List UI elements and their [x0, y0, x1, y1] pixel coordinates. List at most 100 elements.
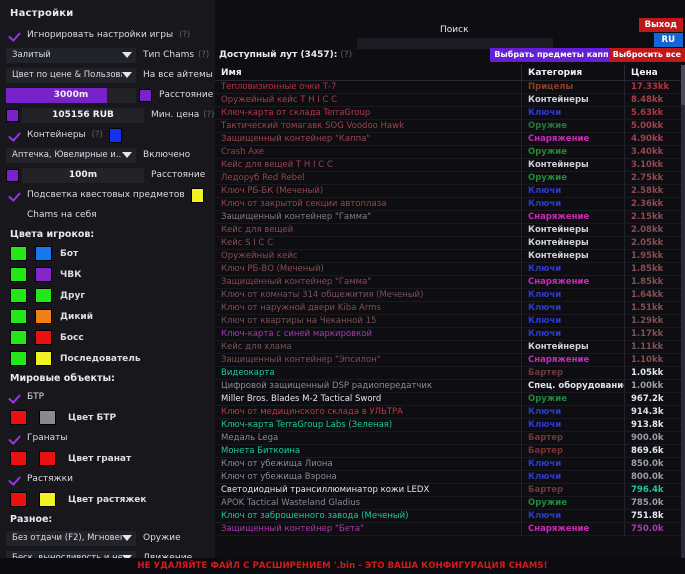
chevron-down-icon[interactable]: [122, 52, 132, 58]
column-header-price[interactable]: Цена: [631, 67, 658, 78]
table-row[interactable]: Crash Axe Оружие 3.40kk: [215, 145, 685, 159]
player-color-row[interactable]: Бот: [0, 243, 215, 264]
color-swatch-visible[interactable]: [10, 246, 27, 261]
grenade-color-row[interactable]: Цвет гранат: [0, 448, 215, 469]
column-header-category[interactable]: Категория: [522, 64, 625, 81]
checkbox-icon[interactable]: [10, 210, 21, 221]
toggle-ignore-game-settings[interactable]: Игнорировать настройки игры (?): [0, 25, 215, 45]
table-row[interactable]: Защищенный контейнер "Гамма" Снаряжение 2.…: [215, 210, 685, 224]
color-swatch-entity[interactable]: [35, 309, 52, 324]
toggle-tripwires[interactable]: Растяжки: [0, 469, 215, 489]
table-row[interactable]: Тепловизионные очки Т-7 Прицелы 17.33kk: [215, 80, 685, 94]
tripwire-color-row[interactable]: Цвет растяжек: [0, 489, 215, 510]
checkbox-icon[interactable]: [10, 190, 21, 201]
player-color-row[interactable]: Последователь: [0, 348, 215, 369]
color-swatch-object[interactable]: [39, 451, 56, 466]
color-swatch-entity[interactable]: [35, 288, 52, 303]
table-row[interactable]: Кейс для хлама Контейнеры 1.11kk: [215, 340, 685, 354]
color-swatch-visible[interactable]: [10, 288, 27, 303]
table-row[interactable]: Защищенный контейнер "Каппа" Снаряжение 4.…: [215, 132, 685, 146]
toggle-quest-item-highlight[interactable]: Подсветка квестовых предметов: [0, 185, 215, 205]
checkbox-icon[interactable]: [10, 30, 21, 41]
drop-all-button[interactable]: Выбросить все: [608, 48, 685, 62]
slider-control[interactable]: 100m: [22, 167, 144, 183]
table-row[interactable]: Кейс для вещей Контейнеры 2.08kk: [215, 223, 685, 237]
table-row[interactable]: Miller Bros. Blades M-2 Tactical Sword Ор…: [215, 392, 685, 406]
table-row[interactable]: Видеокарта Бартер 1.05kk: [215, 366, 685, 380]
help-icon[interactable]: (?): [340, 50, 353, 60]
dropdown-control[interactable]: Аптечка, Ювелирные и...: [6, 147, 136, 163]
exit-button[interactable]: Выход: [638, 18, 683, 32]
color-swatch-visible[interactable]: [10, 267, 27, 282]
checkbox-icon[interactable]: [10, 433, 21, 444]
player-color-row[interactable]: Босс: [0, 327, 215, 348]
table-row[interactable]: Кейс для вещей Т Н I C C Контейнеры 3.10kk: [215, 158, 685, 172]
color-swatch[interactable]: [139, 88, 152, 102]
table-row[interactable]: Ключ-карта от склада TerraGroup Ключи 5.63…: [215, 106, 685, 120]
scrollbar[interactable]: [681, 65, 685, 558]
table-row[interactable]: Ключ-карта с синей маркировкой Ключи 1.17k…: [215, 327, 685, 341]
dropdown-chams-type[interactable]: Залитый Тип Chams (?): [0, 45, 215, 65]
color-swatch[interactable]: [6, 168, 19, 182]
color-swatch-object[interactable]: [39, 410, 56, 425]
select-kappa-items-button[interactable]: Выбрать предметы каппа: [490, 48, 618, 62]
table-row[interactable]: Ключ от комнаты 314 общежития (Меченый) К…: [215, 288, 685, 302]
table-row[interactable]: Цифровой защищенный DSP радиопередатчик С…: [215, 379, 685, 393]
slider-distance-items[interactable]: 3000m Расстояние: [0, 85, 215, 105]
table-row[interactable]: Светодиодный трансиллюминатор кожи LEDX Б…: [215, 483, 685, 497]
slider-control[interactable]: 3000m: [6, 87, 136, 103]
table-row[interactable]: Медаль Lega Бартер 900.0k: [215, 431, 685, 445]
checkbox-icon[interactable]: [10, 392, 21, 403]
btr-color-row[interactable]: Цвет БТР: [0, 407, 215, 428]
slider-distance-containers[interactable]: 100m Расстояние: [0, 165, 215, 185]
chevron-down-icon[interactable]: [122, 535, 132, 541]
table-row[interactable]: Ключ от наружной двери Kiba Arms Ключи 1.5…: [215, 301, 685, 315]
table-row[interactable]: Ключ от медицинского склада в УЛЬТРА Ключ…: [215, 405, 685, 419]
dropdown-all-items[interactable]: Цвет по цене & Пользователи На все айтем…: [0, 65, 215, 85]
toggle-chams-self[interactable]: Chams на себя: [0, 205, 215, 225]
table-row[interactable]: Ключ-карта TerraGroup Labs (Зеленая) Ключ…: [215, 418, 685, 432]
table-row[interactable]: Оружейный кейс Т Н I C C Контейнеры 8.48kk: [215, 93, 685, 107]
color-swatch-visible[interactable]: [10, 410, 27, 425]
color-swatch[interactable]: [6, 108, 19, 122]
color-swatch-visible[interactable]: [10, 309, 27, 324]
dropdown-control[interactable]: Цвет по цене & Пользователи: [6, 67, 136, 83]
table-row[interactable]: Оружейный кейс Контейнеры 1.95kk: [215, 249, 685, 263]
color-swatch-entity[interactable]: [35, 330, 52, 345]
table-row[interactable]: Тактический томагавк SOG Voodoo Hawk Оруж…: [215, 119, 685, 133]
toggle-containers[interactable]: Контейнеры (?): [0, 125, 215, 145]
dropdown-included-categories[interactable]: Аптечка, Ювелирные и... Включено: [0, 145, 215, 165]
table-row[interactable]: Ключ РБ-БК (Меченый) Ключи 2.58kk: [215, 184, 685, 198]
player-color-row[interactable]: Дикий: [0, 306, 215, 327]
slider-control[interactable]: 105156 RUB: [22, 107, 144, 123]
color-swatch-entity[interactable]: [35, 267, 52, 282]
table-row[interactable]: Ледоруб Red Rebel Оружие 2.75kk: [215, 171, 685, 185]
table-row[interactable]: Ключ от закрытой секции автоплаза Ключи 2.…: [215, 197, 685, 211]
dropdown-control[interactable]: Без отдачи (F2), Мгновенное п: [6, 530, 136, 546]
color-swatch-visible[interactable]: [10, 492, 27, 507]
table-row[interactable]: Ключ РБ-ВО (Меченый) Ключи 1.85kk: [215, 262, 685, 276]
toggle-btr[interactable]: БТР: [0, 387, 215, 407]
dropdown-weapon-mods[interactable]: Без отдачи (F2), Мгновенное п Оружие: [0, 528, 215, 548]
checkbox-icon[interactable]: [10, 130, 21, 141]
player-color-row[interactable]: Друг: [0, 285, 215, 306]
column-header-name[interactable]: Имя: [215, 64, 522, 81]
table-row[interactable]: APOK Tactical Wasteland Gladius Оружие 785…: [215, 496, 685, 510]
color-swatch-entity[interactable]: [35, 351, 52, 366]
chevron-down-icon[interactable]: [122, 152, 132, 158]
search-input[interactable]: [357, 38, 553, 49]
color-swatch-object[interactable]: [39, 492, 56, 507]
color-swatch-entity[interactable]: [35, 246, 52, 261]
table-row[interactable]: Защищенный контейнер "Гамма" Снаряжение 1.…: [215, 275, 685, 289]
color-swatch[interactable]: [190, 187, 204, 203]
table-row[interactable]: Ключ от квартиры на Чеканной 15 Ключи 1.29…: [215, 314, 685, 328]
color-swatch[interactable]: [108, 127, 122, 143]
table-row[interactable]: Защищенный контейнер "Эпсилон" Снаряжение…: [215, 353, 685, 367]
help-icon[interactable]: (?): [203, 110, 215, 120]
color-swatch-visible[interactable]: [10, 451, 27, 466]
player-color-row[interactable]: ЧВК: [0, 264, 215, 285]
help-icon[interactable]: (?): [198, 50, 210, 60]
table-row[interactable]: Защищенный контейнер "Бета" Снаряжение 750…: [215, 522, 685, 536]
toggle-grenades[interactable]: Гранаты: [0, 428, 215, 448]
slider-min-price[interactable]: 105156 RUB Мин. цена (?): [0, 105, 215, 125]
